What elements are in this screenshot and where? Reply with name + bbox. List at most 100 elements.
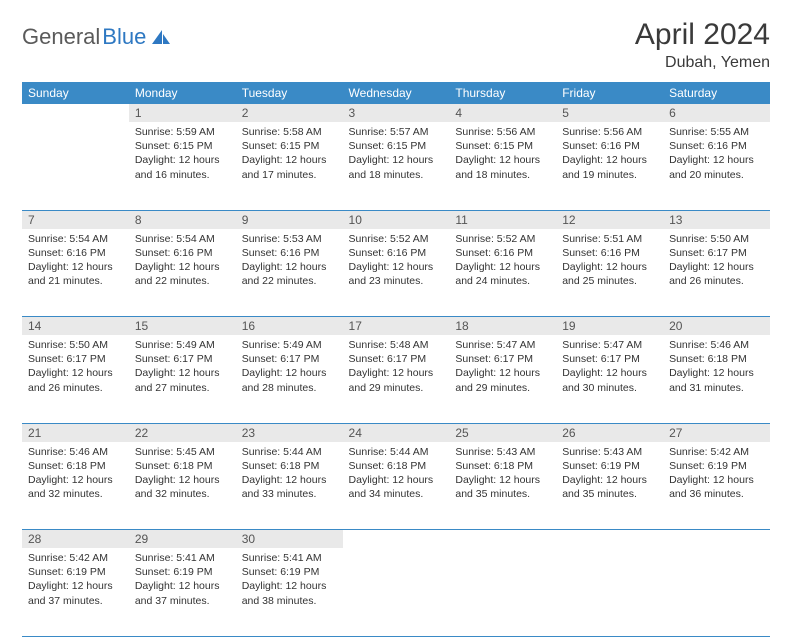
day-number-cell: 8 bbox=[129, 210, 236, 229]
day-number-cell: 24 bbox=[343, 423, 450, 442]
day-cell: Sunrise: 5:59 AMSunset: 6:15 PMDaylight:… bbox=[129, 122, 236, 210]
day-number-cell: 10 bbox=[343, 210, 450, 229]
day-cell: Sunrise: 5:44 AMSunset: 6:18 PMDaylight:… bbox=[236, 442, 343, 530]
day-number-cell: 28 bbox=[22, 530, 129, 549]
day-details: Sunrise: 5:42 AMSunset: 6:19 PMDaylight:… bbox=[22, 548, 129, 614]
day-number-cell: 21 bbox=[22, 423, 129, 442]
day-details: Sunrise: 5:52 AMSunset: 6:16 PMDaylight:… bbox=[449, 229, 556, 295]
weekday-header-row: SundayMondayTuesdayWednesdayThursdayFrid… bbox=[22, 82, 770, 104]
logo-sail-icon bbox=[150, 28, 172, 46]
day-details: Sunrise: 5:41 AMSunset: 6:19 PMDaylight:… bbox=[129, 548, 236, 614]
day-cell bbox=[343, 548, 450, 636]
day-details: Sunrise: 5:48 AMSunset: 6:17 PMDaylight:… bbox=[343, 335, 450, 401]
day-number-cell bbox=[22, 104, 129, 122]
day-cell: Sunrise: 5:46 AMSunset: 6:18 PMDaylight:… bbox=[22, 442, 129, 530]
day-number-cell: 1 bbox=[129, 104, 236, 122]
day-number-cell: 2 bbox=[236, 104, 343, 122]
day-details: Sunrise: 5:42 AMSunset: 6:19 PMDaylight:… bbox=[663, 442, 770, 508]
title-block: April 2024 Dubah, Yemen bbox=[635, 18, 770, 72]
day-body-row: Sunrise: 5:46 AMSunset: 6:18 PMDaylight:… bbox=[22, 442, 770, 530]
day-details: Sunrise: 5:44 AMSunset: 6:18 PMDaylight:… bbox=[236, 442, 343, 508]
day-details: Sunrise: 5:44 AMSunset: 6:18 PMDaylight:… bbox=[343, 442, 450, 508]
day-cell: Sunrise: 5:44 AMSunset: 6:18 PMDaylight:… bbox=[343, 442, 450, 530]
day-cell: Sunrise: 5:47 AMSunset: 6:17 PMDaylight:… bbox=[556, 335, 663, 423]
day-cell: Sunrise: 5:47 AMSunset: 6:17 PMDaylight:… bbox=[449, 335, 556, 423]
day-number-cell: 16 bbox=[236, 317, 343, 336]
day-cell: Sunrise: 5:43 AMSunset: 6:18 PMDaylight:… bbox=[449, 442, 556, 530]
day-number-row: 282930 bbox=[22, 530, 770, 549]
day-number-cell: 23 bbox=[236, 423, 343, 442]
weekday-header: Saturday bbox=[663, 82, 770, 104]
day-number-cell: 5 bbox=[556, 104, 663, 122]
day-details: Sunrise: 5:46 AMSunset: 6:18 PMDaylight:… bbox=[663, 335, 770, 401]
day-number-cell bbox=[449, 530, 556, 549]
weekday-header: Thursday bbox=[449, 82, 556, 104]
day-details: Sunrise: 5:43 AMSunset: 6:18 PMDaylight:… bbox=[449, 442, 556, 508]
day-details: Sunrise: 5:46 AMSunset: 6:18 PMDaylight:… bbox=[22, 442, 129, 508]
day-body-row: Sunrise: 5:54 AMSunset: 6:16 PMDaylight:… bbox=[22, 229, 770, 317]
day-cell: Sunrise: 5:56 AMSunset: 6:15 PMDaylight:… bbox=[449, 122, 556, 210]
location: Dubah, Yemen bbox=[635, 54, 770, 72]
day-cell bbox=[556, 548, 663, 636]
day-body-row: Sunrise: 5:59 AMSunset: 6:15 PMDaylight:… bbox=[22, 122, 770, 210]
day-number-cell: 22 bbox=[129, 423, 236, 442]
logo-word-1: General bbox=[22, 24, 100, 50]
day-number-cell: 17 bbox=[343, 317, 450, 336]
day-number-cell: 12 bbox=[556, 210, 663, 229]
day-number-cell: 19 bbox=[556, 317, 663, 336]
day-details: Sunrise: 5:56 AMSunset: 6:15 PMDaylight:… bbox=[449, 122, 556, 188]
day-cell: Sunrise: 5:55 AMSunset: 6:16 PMDaylight:… bbox=[663, 122, 770, 210]
day-number-cell: 7 bbox=[22, 210, 129, 229]
day-number-cell: 18 bbox=[449, 317, 556, 336]
day-details: Sunrise: 5:57 AMSunset: 6:15 PMDaylight:… bbox=[343, 122, 450, 188]
day-details: Sunrise: 5:54 AMSunset: 6:16 PMDaylight:… bbox=[129, 229, 236, 295]
weekday-header: Wednesday bbox=[343, 82, 450, 104]
day-cell: Sunrise: 5:52 AMSunset: 6:16 PMDaylight:… bbox=[449, 229, 556, 317]
day-number-cell bbox=[663, 530, 770, 549]
weekday-header: Friday bbox=[556, 82, 663, 104]
weekday-header: Monday bbox=[129, 82, 236, 104]
day-number-cell: 9 bbox=[236, 210, 343, 229]
day-body-row: Sunrise: 5:50 AMSunset: 6:17 PMDaylight:… bbox=[22, 335, 770, 423]
day-cell: Sunrise: 5:50 AMSunset: 6:17 PMDaylight:… bbox=[663, 229, 770, 317]
calendar-table: SundayMondayTuesdayWednesdayThursdayFrid… bbox=[22, 82, 770, 637]
day-cell bbox=[449, 548, 556, 636]
day-number-row: 78910111213 bbox=[22, 210, 770, 229]
day-cell: Sunrise: 5:42 AMSunset: 6:19 PMDaylight:… bbox=[663, 442, 770, 530]
day-number-cell bbox=[343, 530, 450, 549]
day-number-cell bbox=[556, 530, 663, 549]
day-details: Sunrise: 5:56 AMSunset: 6:16 PMDaylight:… bbox=[556, 122, 663, 188]
day-details: Sunrise: 5:50 AMSunset: 6:17 PMDaylight:… bbox=[22, 335, 129, 401]
day-details: Sunrise: 5:55 AMSunset: 6:16 PMDaylight:… bbox=[663, 122, 770, 188]
day-number-row: 21222324252627 bbox=[22, 423, 770, 442]
logo-word-2: Blue bbox=[102, 24, 146, 50]
day-details: Sunrise: 5:54 AMSunset: 6:16 PMDaylight:… bbox=[22, 229, 129, 295]
day-details: Sunrise: 5:51 AMSunset: 6:16 PMDaylight:… bbox=[556, 229, 663, 295]
day-details: Sunrise: 5:59 AMSunset: 6:15 PMDaylight:… bbox=[129, 122, 236, 188]
day-number-cell: 6 bbox=[663, 104, 770, 122]
weekday-header: Sunday bbox=[22, 82, 129, 104]
day-details: Sunrise: 5:49 AMSunset: 6:17 PMDaylight:… bbox=[236, 335, 343, 401]
day-body-row: Sunrise: 5:42 AMSunset: 6:19 PMDaylight:… bbox=[22, 548, 770, 636]
day-cell: Sunrise: 5:53 AMSunset: 6:16 PMDaylight:… bbox=[236, 229, 343, 317]
day-details: Sunrise: 5:50 AMSunset: 6:17 PMDaylight:… bbox=[663, 229, 770, 295]
day-number-cell: 29 bbox=[129, 530, 236, 549]
day-number-cell: 4 bbox=[449, 104, 556, 122]
day-number-cell: 30 bbox=[236, 530, 343, 549]
day-cell: Sunrise: 5:45 AMSunset: 6:18 PMDaylight:… bbox=[129, 442, 236, 530]
day-details: Sunrise: 5:47 AMSunset: 6:17 PMDaylight:… bbox=[449, 335, 556, 401]
day-cell: Sunrise: 5:54 AMSunset: 6:16 PMDaylight:… bbox=[22, 229, 129, 317]
day-number-cell: 11 bbox=[449, 210, 556, 229]
day-number-cell: 3 bbox=[343, 104, 450, 122]
day-details: Sunrise: 5:43 AMSunset: 6:19 PMDaylight:… bbox=[556, 442, 663, 508]
day-cell: Sunrise: 5:51 AMSunset: 6:16 PMDaylight:… bbox=[556, 229, 663, 317]
day-cell: Sunrise: 5:57 AMSunset: 6:15 PMDaylight:… bbox=[343, 122, 450, 210]
weekday-header: Tuesday bbox=[236, 82, 343, 104]
day-number-cell: 13 bbox=[663, 210, 770, 229]
day-cell: Sunrise: 5:52 AMSunset: 6:16 PMDaylight:… bbox=[343, 229, 450, 317]
day-number-cell: 14 bbox=[22, 317, 129, 336]
day-number-cell: 27 bbox=[663, 423, 770, 442]
day-cell: Sunrise: 5:49 AMSunset: 6:17 PMDaylight:… bbox=[236, 335, 343, 423]
day-details: Sunrise: 5:45 AMSunset: 6:18 PMDaylight:… bbox=[129, 442, 236, 508]
day-cell: Sunrise: 5:50 AMSunset: 6:17 PMDaylight:… bbox=[22, 335, 129, 423]
